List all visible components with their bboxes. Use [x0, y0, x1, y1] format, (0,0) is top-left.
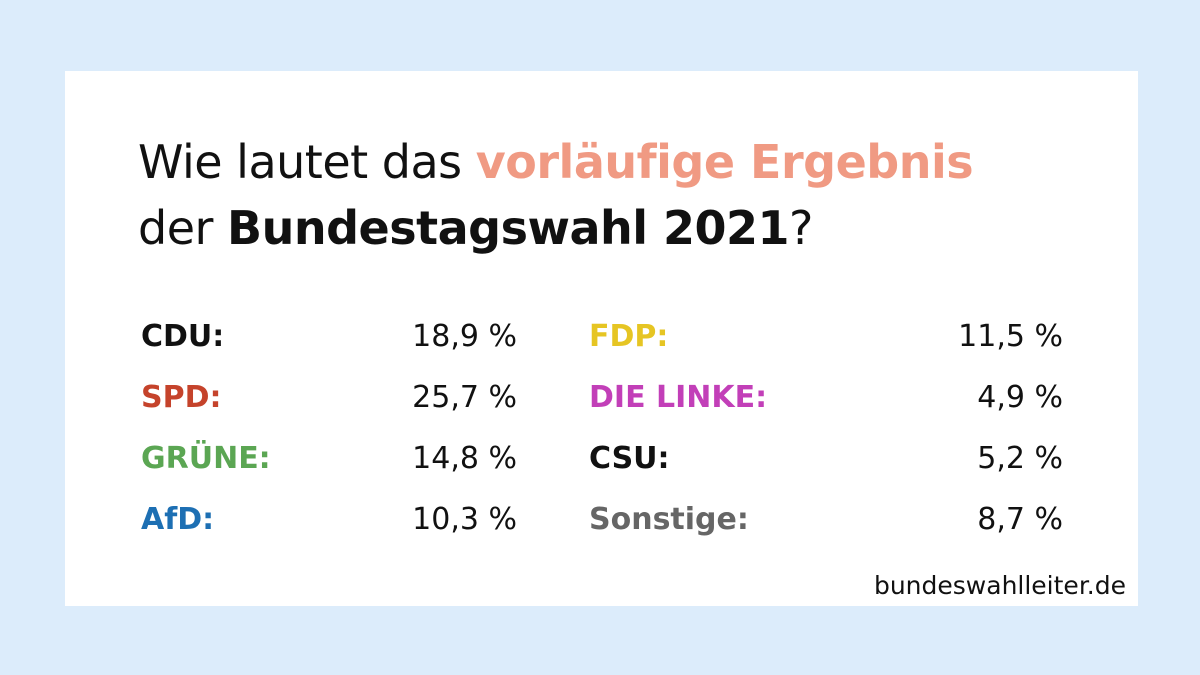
page-title: Wie lautet das vorläufige Ergebnis der Bu…	[138, 129, 974, 261]
title-part-2: der	[138, 201, 228, 255]
title-strong: Bundestagswahl 2021	[227, 201, 790, 255]
results-card: Wie lautet das vorläufige Ergebnis der Bu…	[65, 71, 1138, 606]
party-value: 25,7 %	[412, 380, 517, 415]
title-part-3: ?	[789, 201, 813, 255]
party-value: 18,9 %	[412, 319, 517, 354]
result-row-linke: DIE LINKE: 4,9 %	[589, 378, 1063, 418]
party-value: 4,9 %	[977, 380, 1063, 415]
title-part-1: Wie lautet das	[138, 135, 476, 189]
party-label: SPD:	[141, 380, 222, 415]
result-row-gruene: GRÜNE: 14,8 %	[141, 439, 517, 479]
party-label: CSU:	[589, 441, 670, 476]
title-highlight: vorläufige Ergebnis	[475, 135, 974, 189]
result-row-spd: SPD: 25,7 %	[141, 378, 517, 418]
party-label: GRÜNE:	[141, 441, 271, 476]
party-value: 14,8 %	[412, 441, 517, 476]
party-label: CDU:	[141, 319, 225, 354]
party-value: 10,3 %	[412, 502, 517, 537]
result-row-csu: CSU: 5,2 %	[589, 439, 1063, 479]
party-label: AfD:	[141, 502, 215, 537]
result-row-sonstige: Sonstige: 8,7 %	[589, 500, 1063, 540]
result-row-cdu: CDU: 18,9 %	[141, 317, 517, 357]
party-value: 5,2 %	[977, 441, 1063, 476]
party-label: Sonstige:	[589, 502, 749, 537]
party-label: DIE LINKE:	[589, 380, 768, 415]
source-label: bundeswahlleiter.de	[873, 571, 1126, 600]
party-value: 11,5 %	[958, 319, 1063, 354]
party-value: 8,7 %	[977, 502, 1063, 537]
result-row-afd: AfD: 10,3 %	[141, 500, 517, 540]
result-row-fdp: FDP: 11,5 %	[589, 317, 1063, 357]
party-label: FDP:	[589, 319, 669, 354]
